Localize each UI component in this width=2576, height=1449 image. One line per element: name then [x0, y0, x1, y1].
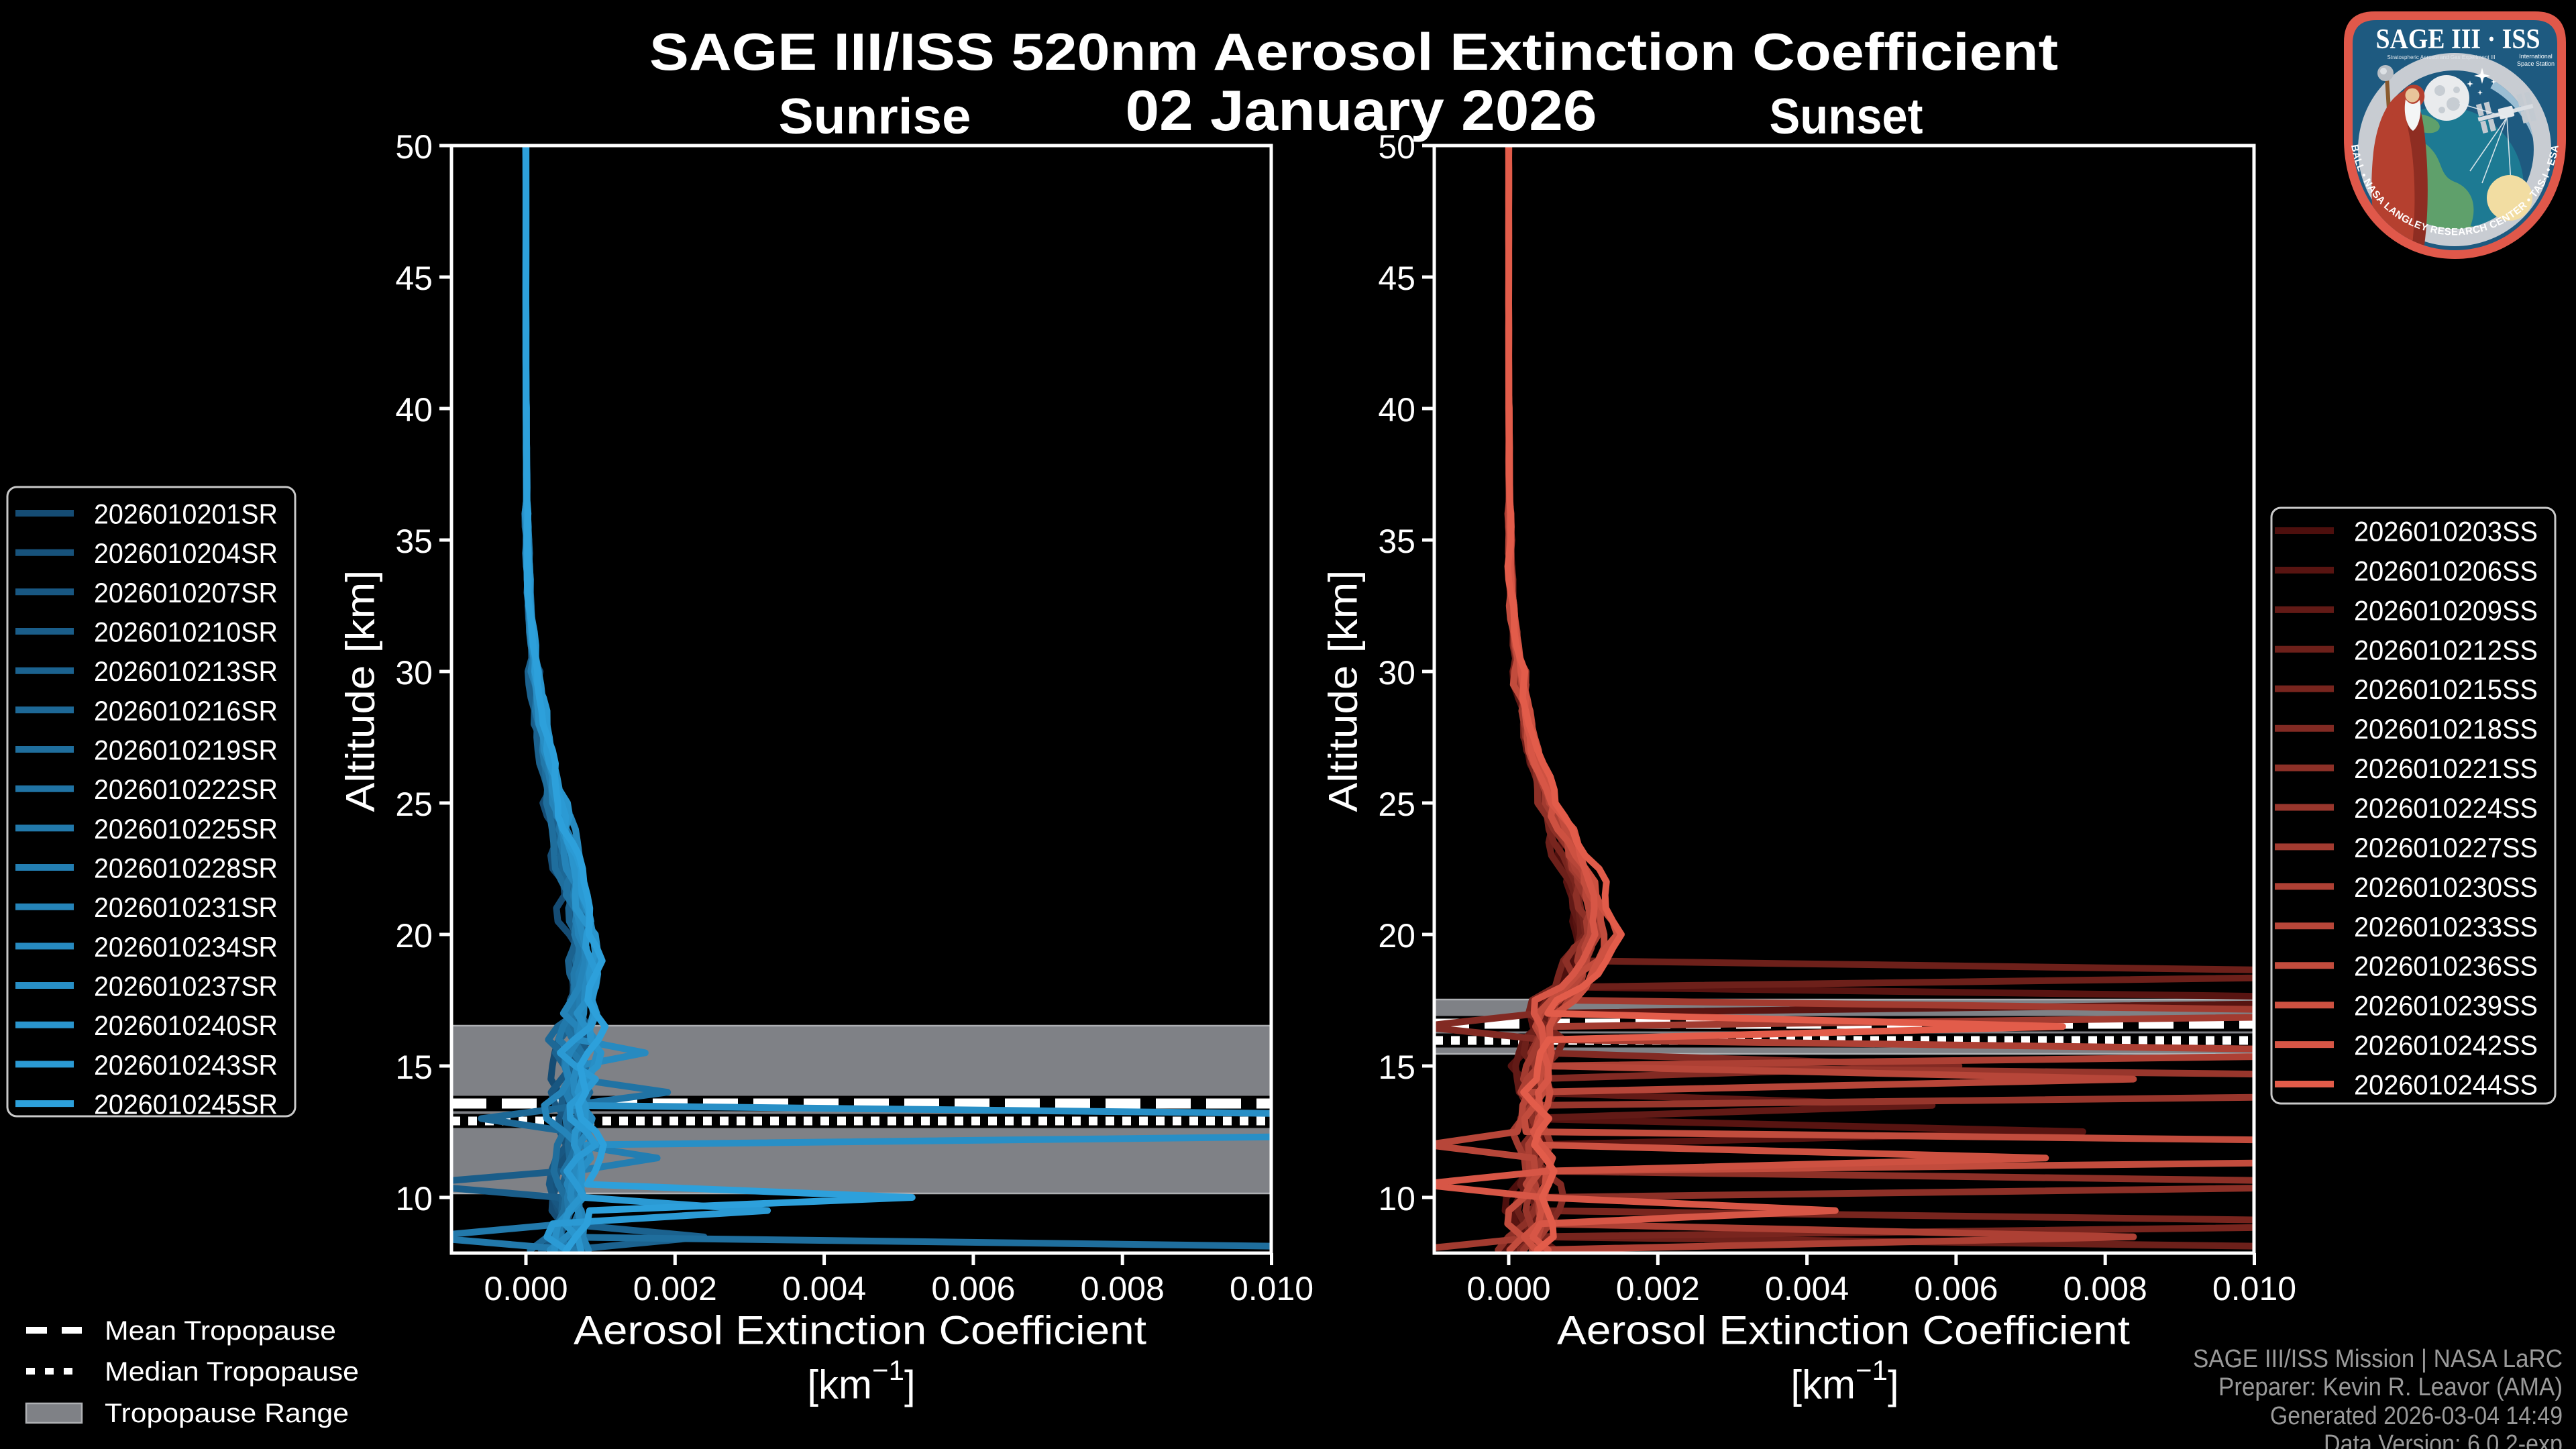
svg-text:2026010218SS: 2026010218SS [2354, 713, 2538, 745]
svg-text:2026010244SS: 2026010244SS [2354, 1069, 2538, 1101]
svg-text:2026010236SS: 2026010236SS [2354, 951, 2538, 982]
svg-text:0.002: 0.002 [633, 1270, 717, 1307]
svg-text:15: 15 [395, 1049, 433, 1086]
svg-text:2026010222SR: 2026010222SR [94, 773, 278, 805]
svg-text:50: 50 [1378, 128, 1415, 166]
svg-text:25: 25 [1378, 786, 1415, 823]
svg-text:2026010233SS: 2026010233SS [2354, 911, 2538, 943]
svg-text:2026010210SR: 2026010210SR [94, 616, 278, 648]
svg-text:0.004: 0.004 [1765, 1270, 1849, 1307]
svg-text:2026010216SR: 2026010216SR [94, 695, 278, 727]
svg-text:2026010237SR: 2026010237SR [94, 971, 278, 1002]
svg-text:25: 25 [395, 786, 433, 823]
svg-text:45: 45 [395, 260, 433, 297]
svg-text:2026010207SR: 2026010207SR [94, 577, 278, 608]
svg-text:Aerosol Extinction Coefficient: Aerosol Extinction Coefficient [1557, 1308, 2130, 1353]
svg-text:40: 40 [1378, 391, 1415, 429]
svg-text:Median Tropopause: Median Tropopause [105, 1357, 359, 1387]
svg-text:2026010224SS: 2026010224SS [2354, 792, 2538, 824]
svg-text:0.010: 0.010 [2212, 1270, 2296, 1307]
svg-text:20: 20 [1378, 917, 1415, 955]
svg-text:2026010203SS: 2026010203SS [2354, 516, 2538, 547]
svg-text:0.010: 0.010 [1230, 1270, 1313, 1307]
svg-text:Stratospheric Aerosol and Gas: Stratospheric Aerosol and Gas Experiment… [2387, 54, 2496, 60]
svg-text:2026010239SS: 2026010239SS [2354, 990, 2538, 1022]
svg-text:2026010240SR: 2026010240SR [94, 1010, 278, 1041]
svg-text:Tropopause Range: Tropopause Range [105, 1399, 349, 1428]
svg-text:10: 10 [1378, 1180, 1415, 1218]
svg-text:International: International [2519, 53, 2553, 60]
svg-text:0.000: 0.000 [484, 1270, 568, 1307]
svg-text:0.004: 0.004 [782, 1270, 866, 1307]
svg-text:SAGE III/ISS Mission | NASA La: SAGE III/ISS Mission | NASA LaRC [2193, 1345, 2563, 1373]
svg-text:2026010209SS: 2026010209SS [2354, 594, 2538, 626]
svg-text:0.000: 0.000 [1466, 1270, 1550, 1307]
svg-text:35: 35 [395, 523, 433, 560]
svg-text:Aerosol Extinction Coefficient: Aerosol Extinction Coefficient [574, 1308, 1146, 1353]
svg-text:Mean Tropopause: Mean Tropopause [105, 1316, 336, 1346]
svg-text:2026010201SR: 2026010201SR [94, 498, 278, 530]
svg-text:2026010228SR: 2026010228SR [94, 853, 278, 884]
svg-text:02 January 2026: 02 January 2026 [1126, 79, 1597, 143]
svg-text:20: 20 [395, 917, 433, 955]
svg-text:SAGE III/ISS 520nm Aerosol Ext: SAGE III/ISS 520nm Aerosol Extinction Co… [649, 22, 2058, 81]
svg-text:2026010212SS: 2026010212SS [2354, 634, 2538, 665]
svg-text:Sunset: Sunset [1770, 88, 1923, 144]
svg-text:2026010243SR: 2026010243SR [94, 1049, 278, 1081]
svg-text:30: 30 [1378, 654, 1415, 692]
svg-text:0.006: 0.006 [1914, 1270, 1998, 1307]
svg-text:0.008: 0.008 [2063, 1270, 2147, 1307]
svg-text:2026010215SS: 2026010215SS [2354, 674, 2538, 705]
svg-text:2026010231SR: 2026010231SR [94, 892, 278, 923]
svg-text:50: 50 [395, 128, 433, 166]
svg-text:Data Version: 6.0.2-exp: Data Version: 6.0.2-exp [2324, 1430, 2563, 1449]
svg-text:Space Station: Space Station [2517, 60, 2555, 67]
svg-text:0.002: 0.002 [1616, 1270, 1700, 1307]
svg-text:2026010221SS: 2026010221SS [2354, 753, 2538, 784]
svg-text:10: 10 [395, 1180, 433, 1218]
svg-text:2026010219SR: 2026010219SR [94, 735, 278, 766]
svg-text:2026010242SS: 2026010242SS [2354, 1030, 2538, 1061]
svg-text:Preparer: Kevin R. Leavor (AMA: Preparer: Kevin R. Leavor (AMA) [2218, 1373, 2563, 1401]
svg-text:Altitude [km]: Altitude [km] [1321, 570, 1366, 812]
svg-text:2026010230SS: 2026010230SS [2354, 871, 2538, 903]
svg-text:2026010234SR: 2026010234SR [94, 931, 278, 963]
svg-text:Generated 2026-03-04 14:49: Generated 2026-03-04 14:49 [2270, 1402, 2563, 1430]
svg-text:35: 35 [1378, 523, 1415, 560]
svg-text:2026010225SR: 2026010225SR [94, 813, 278, 845]
svg-text:SAGE III · ISS: SAGE III · ISS [2376, 24, 2540, 55]
svg-text:0.006: 0.006 [931, 1270, 1015, 1307]
svg-text:2026010227SS: 2026010227SS [2354, 832, 2538, 863]
svg-text:15: 15 [1378, 1049, 1415, 1086]
svg-text:Sunrise: Sunrise [779, 88, 971, 144]
svg-text:0.008: 0.008 [1081, 1270, 1165, 1307]
svg-text:2026010204SR: 2026010204SR [94, 537, 278, 569]
svg-text:40: 40 [395, 391, 433, 429]
svg-text:45: 45 [1378, 260, 1415, 297]
svg-text:2026010206SS: 2026010206SS [2354, 555, 2538, 586]
svg-text:2026010213SR: 2026010213SR [94, 655, 278, 687]
svg-text:30: 30 [395, 654, 433, 692]
svg-text:Altitude [km]: Altitude [km] [338, 570, 383, 812]
svg-text:2026010245SR: 2026010245SR [94, 1089, 278, 1120]
